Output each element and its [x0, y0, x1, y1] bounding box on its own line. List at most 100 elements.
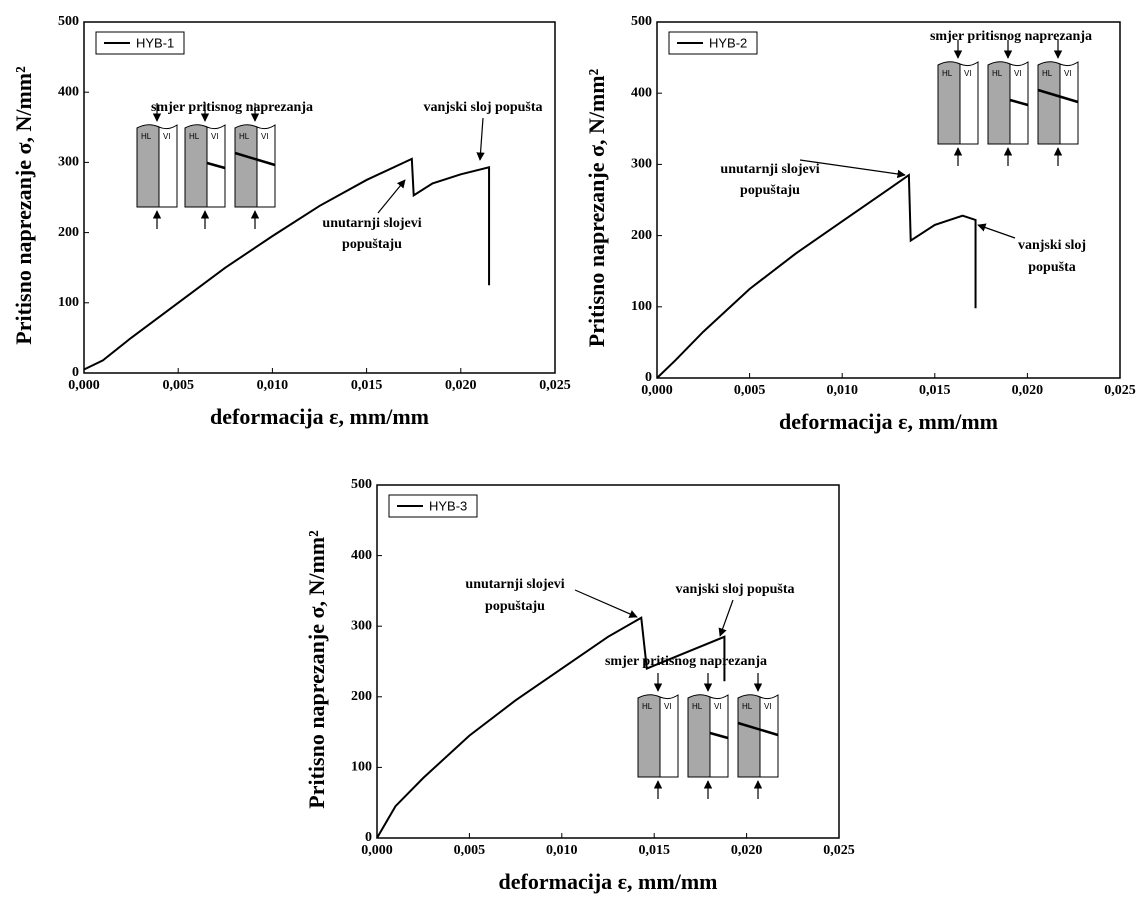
- inset-label: VI: [211, 132, 219, 141]
- y-tick-label: 400: [631, 85, 652, 100]
- layer-vi: [158, 124, 178, 208]
- y-tick-label: 500: [58, 14, 79, 29]
- legend-box: [388, 494, 478, 518]
- x-tick-label: 0,015: [638, 843, 670, 858]
- y-tick-label: 200: [631, 228, 652, 243]
- annotation-arrow: [799, 159, 906, 179]
- y-tick-label: 100: [58, 295, 79, 310]
- y-tick-label: 300: [631, 157, 652, 172]
- inset-label: VI: [261, 132, 269, 141]
- plot-frame: [376, 484, 840, 839]
- annotation-arrow: [718, 599, 734, 637]
- x-tick-label: 0,000: [361, 843, 393, 858]
- y-tick-label: 400: [58, 84, 79, 99]
- inset-label: VI: [764, 702, 772, 711]
- x-axis-label: deformacija ε, mm/mm: [779, 409, 998, 434]
- y-tick-label: 300: [58, 155, 79, 170]
- x-tick-label: 0,005: [454, 843, 486, 858]
- x-tick-label: 0,000: [68, 378, 100, 393]
- crack: [1037, 88, 1079, 104]
- plot-frame: [83, 21, 556, 374]
- y-tick-label: 500: [631, 14, 652, 29]
- x-tick-label: 0,015: [351, 378, 383, 393]
- plot-frame: [656, 21, 1121, 379]
- annotation: popuštaju: [485, 599, 545, 614]
- y-tick-label: 0: [365, 830, 372, 845]
- layer-vi: [1059, 61, 1079, 145]
- x-axis-label: deformacija ε, mm/mm: [210, 404, 429, 429]
- inset-label: HL: [692, 702, 703, 711]
- inset-title: smjer pritisnog naprezanja: [151, 100, 313, 115]
- y-tick-label: 100: [631, 299, 652, 314]
- y-axis-label: Pritisno naprezanje σ, N/mm²: [304, 530, 329, 809]
- crack: [709, 731, 729, 740]
- crack: [1009, 98, 1029, 107]
- x-tick-label: 0,010: [257, 378, 289, 393]
- x-tick-label: 0,025: [1104, 383, 1136, 398]
- crack: [206, 161, 226, 170]
- annotation-arrow: [476, 117, 485, 161]
- y-tick-label: 500: [351, 477, 372, 492]
- x-tick-label: 0,020: [731, 843, 763, 858]
- data-line: [376, 616, 726, 839]
- annotation-arrow: [574, 589, 638, 618]
- x-tick-label: 0,020: [445, 378, 477, 393]
- y-tick-label: 200: [351, 689, 372, 704]
- inset-label: HL: [189, 132, 200, 141]
- layer-vi: [256, 124, 276, 208]
- legend-box: [668, 31, 758, 55]
- x-tick-label: 0,025: [823, 843, 855, 858]
- layer-vi: [959, 61, 979, 145]
- x-tick-label: 0,010: [546, 843, 578, 858]
- annotation: popuštaju: [342, 237, 402, 252]
- legend-label: HYB-2: [709, 35, 747, 50]
- y-tick-label: 400: [351, 548, 372, 563]
- x-tick-label: 0,005: [734, 383, 766, 398]
- annotation: popuštaju: [740, 183, 800, 198]
- inset-label: VI: [163, 132, 171, 141]
- legend-box: [95, 31, 185, 55]
- annotation: unutarnji slojevi: [465, 577, 564, 592]
- inset-label: HL: [992, 69, 1003, 78]
- y-axis-label: Pritisno naprezanje σ, N/mm²: [584, 68, 609, 347]
- inset-label: HL: [239, 132, 250, 141]
- y-tick-label: 100: [351, 760, 372, 775]
- x-tick-label: 0,005: [162, 378, 194, 393]
- x-tick-label: 0,020: [1012, 383, 1044, 398]
- inset-label: VI: [1014, 69, 1022, 78]
- crack: [737, 721, 779, 737]
- legend-label: HYB-1: [136, 35, 174, 50]
- inset-label: HL: [642, 702, 653, 711]
- annotation-arrow: [977, 223, 1016, 239]
- annotation: vanjski sloj popušta: [423, 100, 542, 115]
- annotation: unutarnji slojevi: [720, 162, 819, 177]
- x-tick-label: 0,010: [826, 383, 858, 398]
- inset-label: VI: [714, 702, 722, 711]
- inset-label: VI: [1064, 69, 1072, 78]
- crack: [234, 151, 276, 167]
- data-line: [83, 157, 491, 371]
- annotation: unutarnji slojevi: [322, 216, 421, 231]
- annotation-arrow: [377, 179, 406, 214]
- x-tick-label: 0,015: [919, 383, 951, 398]
- annotation: vanjski sloj: [1018, 238, 1086, 253]
- y-tick-label: 0: [645, 370, 652, 385]
- data-line: [656, 173, 977, 379]
- inset-label: HL: [742, 702, 753, 711]
- inset-label: VI: [664, 702, 672, 711]
- inset-label: HL: [141, 132, 152, 141]
- layer-vi: [659, 694, 679, 778]
- inset-label: HL: [1042, 69, 1053, 78]
- legend-label: HYB-3: [429, 498, 467, 513]
- x-tick-label: 0,000: [641, 383, 673, 398]
- x-tick-label: 0,025: [539, 378, 571, 393]
- layer-vi: [759, 694, 779, 778]
- inset-label: VI: [964, 69, 972, 78]
- y-tick-label: 0: [72, 365, 79, 380]
- x-axis-label: deformacija ε, mm/mm: [499, 869, 718, 894]
- inset-title: smjer pritisnog naprezanja: [605, 654, 767, 669]
- y-tick-label: 300: [351, 618, 372, 633]
- inset-title: smjer pritisnog naprezanja: [930, 29, 1092, 44]
- inset-label: HL: [942, 69, 953, 78]
